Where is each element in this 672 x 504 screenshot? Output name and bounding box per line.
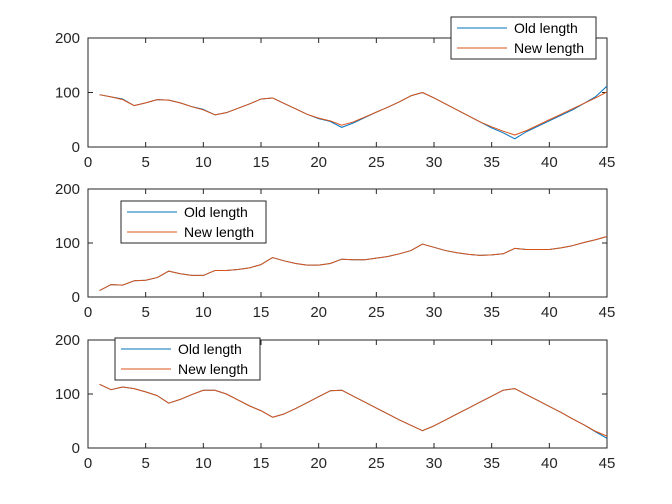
x-tick-label: 5	[141, 154, 149, 171]
series-line-new-length	[99, 236, 608, 291]
legend-label: New length	[178, 361, 248, 377]
series-line-new-length	[99, 91, 608, 136]
y-tick-label: 0	[72, 139, 80, 156]
x-tick-label: 40	[541, 154, 558, 171]
x-tick-label: 0	[84, 154, 92, 171]
legend-label: New length	[514, 40, 584, 56]
x-tick-label: 35	[483, 154, 500, 171]
x-tick-label: 0	[84, 304, 92, 321]
subplot-2: 0 5 10 15 20 25 30 35 40 45 0 100 200 Old length New l…	[55, 181, 615, 321]
y-tick-label: 100	[55, 85, 80, 102]
x-tick-label: 15	[253, 154, 270, 171]
x-tick-label: 10	[195, 154, 212, 171]
legend: Old length New length	[120, 200, 267, 244]
x-tick-label: 10	[195, 455, 212, 472]
x-tick-label: 35	[483, 455, 500, 472]
y-tick-label: 200	[55, 332, 80, 349]
x-tick-label: 35	[483, 304, 500, 321]
x-tick-label: 30	[426, 455, 443, 472]
x-tick-label: 20	[310, 304, 327, 321]
x-tick-label: 40	[541, 304, 558, 321]
legend-box	[450, 16, 597, 60]
legend-box	[120, 200, 267, 244]
legend-label: New length	[184, 224, 254, 240]
y-tick-label: 0	[72, 289, 80, 306]
x-tick-label: 45	[599, 455, 616, 472]
series-line-new-length	[99, 383, 608, 437]
x-tick-label: 10	[195, 304, 212, 321]
x-tick-label: 25	[368, 455, 385, 472]
y-tick-label: 100	[55, 386, 80, 403]
subplot-1: 0 5 10 15 20 25 30 35 40 45 0 100 200 Old length New l…	[55, 16, 616, 171]
legend-label: Old length	[178, 341, 242, 357]
x-tick-label: 25	[368, 154, 385, 171]
x-tick-label: 15	[253, 455, 270, 472]
subplot-3: 0 5 10 15 20 25 30 35 40 45 0 100 200 Old length New l…	[55, 332, 615, 472]
legend-label: Old length	[514, 20, 578, 36]
x-tick-label: 20	[310, 455, 327, 472]
x-tick-label: 5	[141, 304, 149, 321]
y-tick-label: 100	[55, 235, 80, 252]
y-tick-label: 200	[55, 181, 80, 198]
x-tick-label: 25	[368, 304, 385, 321]
x-tick-label: 5	[141, 455, 149, 472]
x-tick-label: 40	[541, 455, 558, 472]
x-tick-label: 0	[84, 455, 92, 472]
y-tick-label: 200	[55, 30, 80, 47]
x-tick-label: 30	[426, 304, 443, 321]
y-tick-label: 0	[72, 440, 80, 457]
x-tick-label: 30	[426, 154, 443, 171]
legend-label: Old length	[184, 204, 248, 220]
x-tick-label: 20	[310, 154, 327, 171]
legend: Old length New length	[114, 337, 261, 381]
x-tick-label: 45	[599, 154, 616, 171]
x-tick-label: 45	[599, 304, 616, 321]
x-tick-label: 15	[253, 304, 270, 321]
legend-box	[114, 337, 261, 381]
legend: Old length New length	[450, 16, 597, 60]
